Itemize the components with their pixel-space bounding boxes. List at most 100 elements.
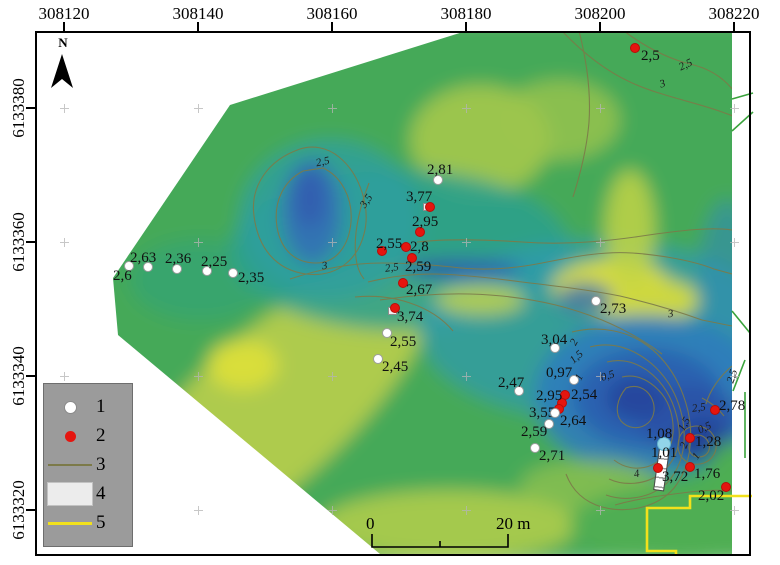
contour-value-label: 1,5: [675, 415, 694, 434]
point-value-label: 2,59: [521, 424, 548, 440]
grid-cross-icon: [327, 371, 337, 381]
point-value-label: 2,36: [165, 251, 192, 267]
sample-point-red: [377, 246, 387, 256]
sample-point-white: [530, 443, 540, 453]
sample-point-white: [202, 266, 212, 276]
contour-value-label: 1: [689, 450, 703, 462]
legend-box: 1 2 3 4 5: [43, 383, 133, 547]
point-value-label: 2,78: [719, 398, 746, 414]
contour-value-label: 3: [667, 307, 675, 321]
legend-symbol-wrap: [44, 464, 96, 466]
contour-value-label: 1,5: [567, 348, 586, 367]
legend-symbol-wrap: [44, 400, 96, 414]
contour-value-label: 3: [658, 77, 668, 91]
point-value-label: 2,64: [560, 413, 587, 429]
grid-cross-icon: [59, 371, 69, 381]
grid-cross-icon: [59, 237, 69, 247]
grid-cross-icon: [595, 371, 605, 381]
legend-item-number: 2: [96, 425, 106, 446]
point-value-label: 2,71: [539, 448, 566, 464]
point-value-label: 2,8: [410, 239, 429, 255]
point-value-label: 2,25: [201, 254, 228, 270]
point-value-label: 2,45: [382, 359, 409, 375]
scale-bar-zero-label: 0: [366, 514, 375, 533]
sample-point-red: [415, 227, 425, 237]
legend-symbol-wrap: [44, 482, 96, 506]
red-dot-icon: [64, 430, 76, 442]
sample-point-white: [550, 343, 560, 353]
point-value-label: 3,77: [406, 189, 433, 205]
grid-cross-icon: [461, 505, 471, 515]
grid-cross-icon: [327, 103, 337, 113]
contour-value-label: 2: [567, 337, 581, 348]
sample-point-white: [591, 296, 601, 306]
contour-value-label: 0,5: [599, 368, 617, 384]
point-value-label: 2,63: [130, 250, 157, 266]
sample-point-white: [143, 262, 153, 272]
grid-cross-icon: [595, 103, 605, 113]
x-axis-tick-mark: [63, 22, 65, 31]
sample-point-red: [630, 43, 640, 53]
point-value-label: 2,35: [238, 270, 265, 286]
point-value-label: 3,04: [541, 332, 568, 348]
sample-point-red: [685, 462, 695, 472]
sample-point-cyan: [657, 437, 671, 451]
point-value-label: 2,02: [698, 488, 725, 504]
sample-point-red: [398, 278, 408, 288]
legend-item-number: 4: [96, 483, 106, 504]
grid-cross-icon: [461, 237, 471, 247]
point-value-label: 2,47: [498, 375, 525, 391]
x-axis-tick-label: 308200: [574, 4, 626, 23]
x-axis-tick-mark: [331, 22, 333, 31]
point-value-label: 2,54: [571, 387, 598, 403]
point-value-label: 2,67: [406, 282, 433, 298]
elevation-contour-lines: [252, 31, 732, 511]
grid-cross-icon: [595, 237, 605, 247]
grid-cross-icon: [461, 103, 471, 113]
y-axis-tick-mark: [26, 375, 35, 377]
point-value-label: 2,81: [427, 162, 454, 178]
x-axis-tick-label: 308180: [440, 4, 492, 23]
sample-point-red: [653, 463, 663, 473]
contour-value-label: 2,5: [676, 56, 695, 74]
legend-item: 3: [44, 454, 132, 476]
grid-cross-icon: [729, 237, 739, 247]
point-value-label: 1,28: [695, 434, 722, 450]
legend-item-number: 1: [96, 396, 106, 417]
grid-cross-icon: [327, 505, 337, 515]
point-value-label: 2,95: [412, 214, 439, 230]
contour-value-label: 2,5: [691, 401, 707, 415]
sample-point-red: [721, 482, 731, 492]
scale-bar: [371, 534, 509, 548]
point-value-label: 1,76: [694, 466, 721, 482]
x-axis-tick-mark: [465, 22, 467, 31]
contour-value-label: 2,5: [724, 367, 741, 385]
y-axis-tick-mark: [26, 509, 35, 511]
sample-point-white: [382, 328, 392, 338]
sample-point-red: [685, 433, 695, 443]
sample-point-white: [433, 175, 443, 185]
point-value-label: 3,55: [529, 405, 556, 421]
sample-point-red: [710, 405, 720, 415]
x-axis-tick-label: 308160: [306, 4, 358, 23]
sample-point-white: [124, 261, 134, 271]
sample-point-red: [401, 242, 411, 252]
point-value-label: 0,97: [546, 365, 573, 381]
x-axis-tick-label: 308140: [172, 4, 224, 23]
point-value-label: 1,01: [651, 445, 678, 461]
sample-point-white: [228, 268, 238, 278]
grid-cross-icon: [193, 103, 203, 113]
legend-item: 2: [44, 425, 132, 447]
x-axis-tick-mark: [733, 22, 735, 31]
point-value-label: 2,55: [376, 236, 403, 252]
contour-value-label: 3: [321, 259, 329, 273]
white-dot-icon: [63, 400, 77, 414]
legend-item-number: 3: [96, 454, 106, 475]
north-arrow-icon: [51, 54, 73, 88]
contour-value-label: 2,5: [314, 154, 331, 170]
sample-point-white: [514, 386, 524, 396]
legend-symbol-wrap: [44, 430, 96, 442]
